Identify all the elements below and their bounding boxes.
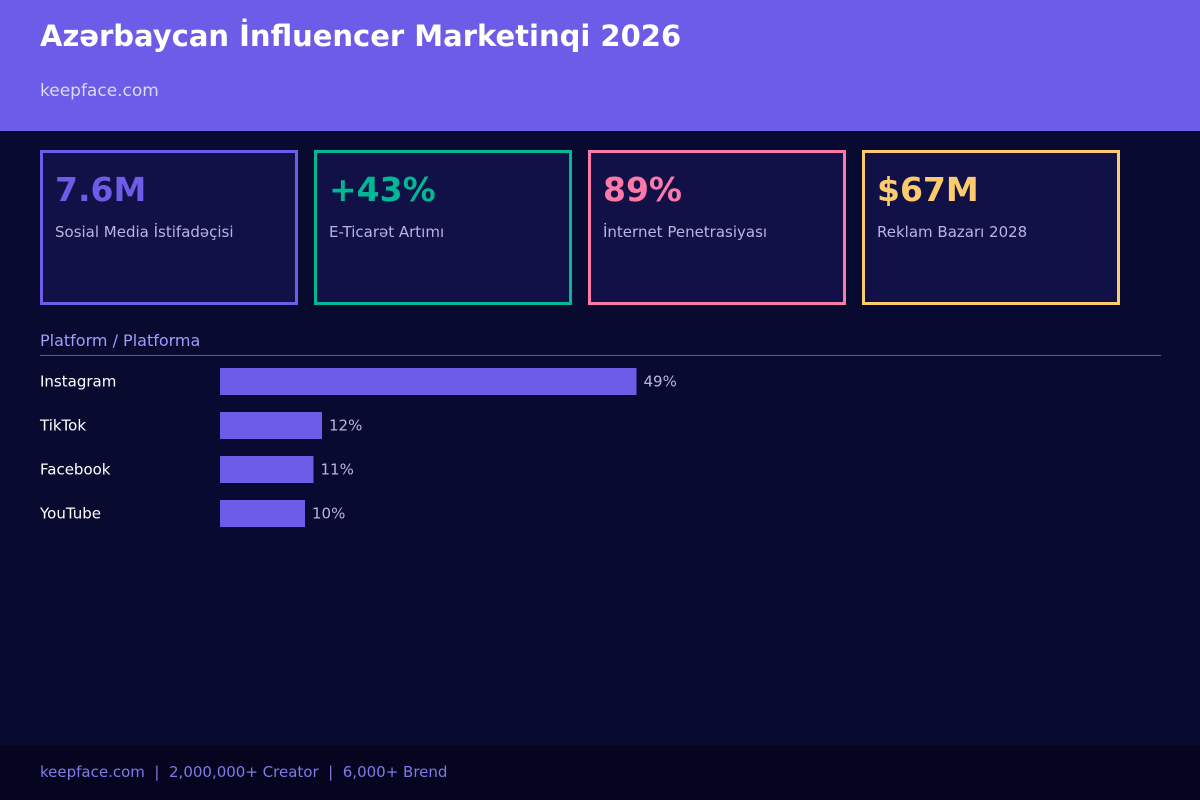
stat-card-internet-penetration: 89% İnternet Penetrasiyası [588,150,846,305]
footer-bar: keepface.com | 2,000,000+ Creator | 6,00… [0,745,1200,800]
value-label-facebook: 11% [321,461,354,479]
stat-value: +43% [329,170,436,209]
bar-tiktok [220,412,322,439]
header-banner: Azərbaycan İnfluencer Marketinqi 2026 ke… [0,0,1200,131]
platform-bar-chart: Instagram 49% TikTok 12% Facebook 11% YouTube 1… [39,368,677,527]
value-label-instagram: 49% [644,373,677,391]
stat-label: İnternet Penetrasiyası [603,223,768,241]
value-label-youtube: 10% [312,505,345,523]
category-label-youtube: YouTube [39,505,101,523]
stat-value: 89% [603,170,682,209]
stat-value: 7.6M [55,170,147,209]
stat-card-ecommerce-growth: +43% E-Ticarət Artımı [314,150,572,305]
page-subtitle: keepface.com [40,81,159,101]
stat-card-ad-market: $67M Reklam Bazarı 2028 [862,150,1120,305]
category-label-instagram: Instagram [40,373,116,391]
bar-instagram [220,368,637,395]
stat-label: Reklam Bazarı 2028 [877,223,1028,241]
stat-label: Sosial Media İstifadəçisi [55,223,234,241]
stat-label: E-Ticarət Artımı [329,223,445,241]
stat-card-social-users: 7.6M Sosial Media İstifadəçisi [40,150,298,305]
value-label-tiktok: 12% [329,417,362,435]
chart-section-title: Platform / Platforma [40,331,201,350]
section-divider [40,355,1161,356]
category-label-facebook: Facebook [40,461,111,479]
category-label-tiktok: TikTok [39,417,86,435]
bar-youtube [220,500,305,527]
bar-facebook [220,456,314,483]
footer-text: keepface.com | 2,000,000+ Creator | 6,00… [40,763,448,781]
page-title: Azərbaycan İnfluencer Marketinqi 2026 [40,19,682,53]
stat-value: $67M [877,170,979,209]
